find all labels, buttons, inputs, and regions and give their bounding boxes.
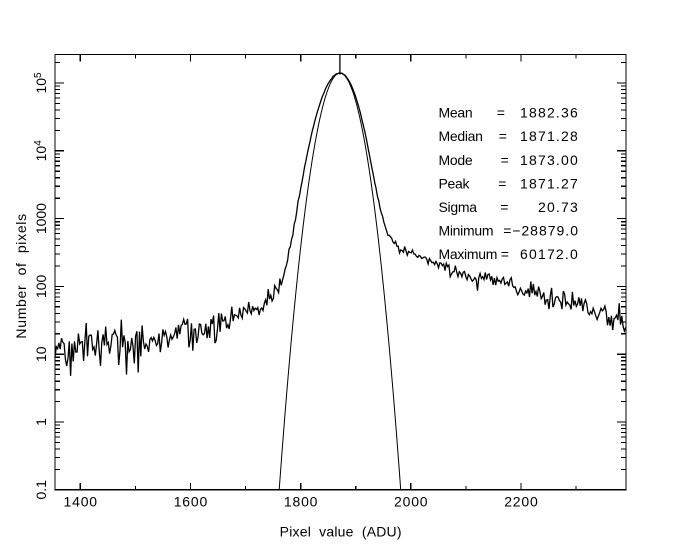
svg-text:Number of pixels: Number of pixels (13, 213, 29, 338)
svg-text:1882.36: 1882.36 (520, 105, 579, 121)
svg-text:1000: 1000 (33, 203, 49, 234)
svg-text:=: = (498, 175, 506, 191)
svg-text:Peak: Peak (439, 175, 471, 191)
svg-text:2200: 2200 (504, 494, 538, 510)
svg-text:1800: 1800 (284, 494, 318, 510)
svg-text:=: = (501, 246, 509, 262)
svg-text:60172.0: 60172.0 (520, 246, 579, 262)
svg-text:1871.27: 1871.27 (520, 175, 579, 191)
svg-text:Maximum: Maximum (439, 246, 498, 262)
svg-text:0.1: 0.1 (33, 480, 49, 500)
svg-text:1873.00: 1873.00 (520, 152, 579, 168)
svg-text:1: 1 (33, 418, 49, 426)
svg-text:Mean: Mean (439, 105, 473, 121)
svg-text:1871.28: 1871.28 (520, 128, 579, 144)
svg-text:Sigma: Sigma (439, 199, 478, 215)
svg-text:Mode: Mode (439, 152, 473, 168)
svg-text:=: = (501, 152, 509, 168)
svg-text:=: = (497, 105, 505, 121)
svg-text:Pixel value (ADU): Pixel value (ADU) (280, 523, 402, 539)
svg-text:=: = (499, 128, 507, 144)
svg-text:=: = (503, 223, 511, 239)
svg-text:−28879.0: −28879.0 (512, 223, 579, 239)
svg-text:20.73: 20.73 (538, 199, 579, 215)
svg-text:2000: 2000 (394, 494, 428, 510)
svg-text:Minimum: Minimum (439, 223, 494, 239)
svg-text:10: 10 (33, 346, 49, 362)
svg-text:100: 100 (33, 275, 49, 299)
svg-text:1400: 1400 (64, 494, 98, 510)
svg-text:1600: 1600 (174, 494, 208, 510)
svg-text:Median: Median (439, 128, 483, 144)
svg-text:=: = (500, 199, 508, 215)
